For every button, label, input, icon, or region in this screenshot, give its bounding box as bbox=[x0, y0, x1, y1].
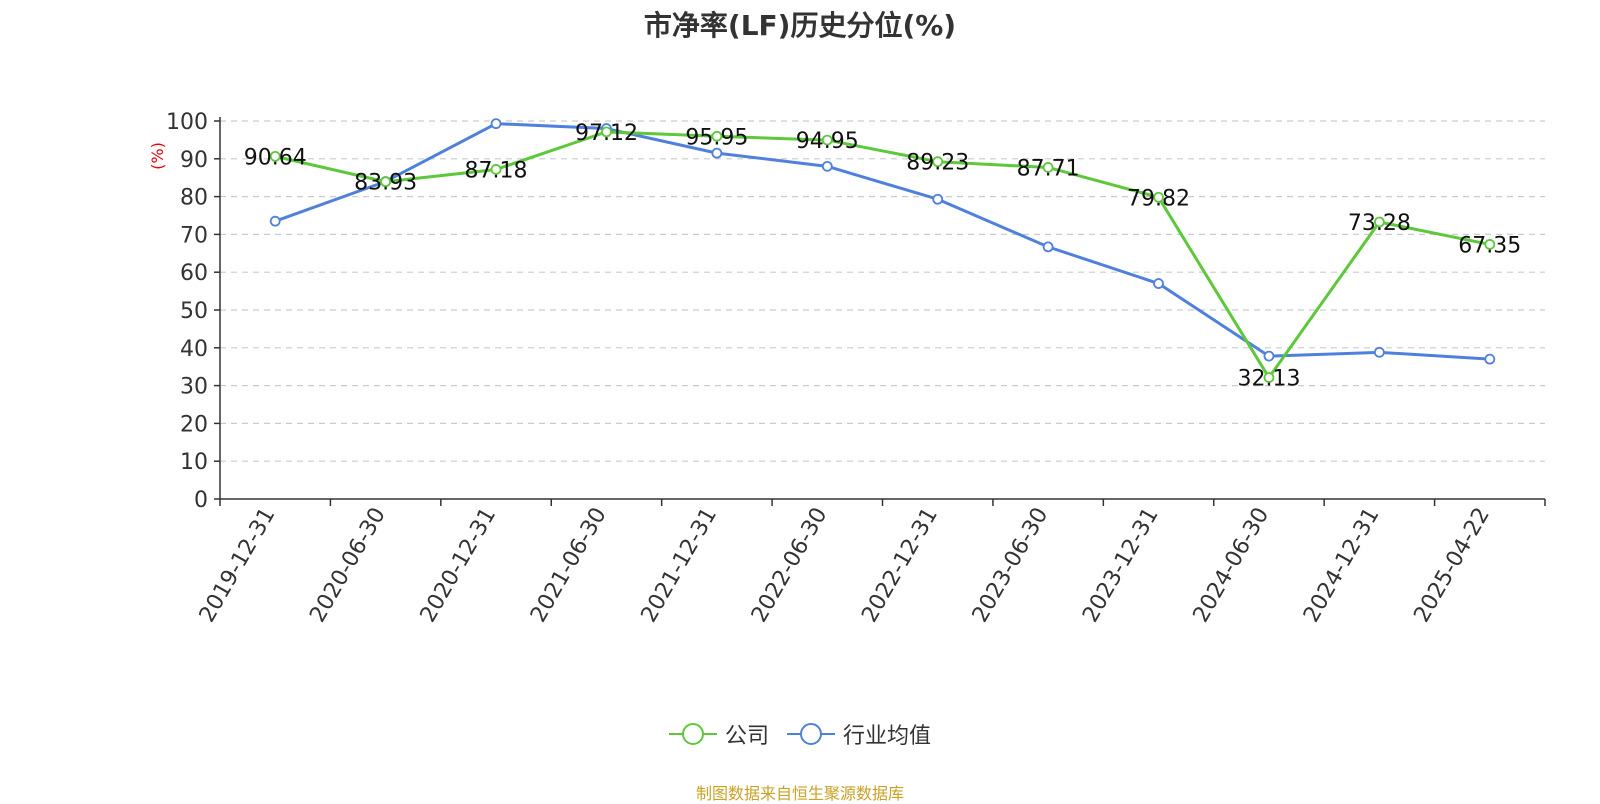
y-tick-label: 90 bbox=[180, 148, 208, 173]
x-tick-label: 2020-06-30 bbox=[305, 504, 391, 627]
x-tick-label: 2024-12-31 bbox=[1299, 504, 1385, 627]
x-tick-label: 2024-06-30 bbox=[1189, 504, 1275, 627]
legend-item-company[interactable]: 公司 bbox=[668, 718, 769, 750]
source-note: 制图数据来自恒生聚源数据库 bbox=[695, 784, 904, 803]
series-layer bbox=[269, 118, 1496, 383]
legend: 公司 行业均值 bbox=[0, 718, 1600, 750]
data-point-industry-average bbox=[711, 147, 723, 159]
data-point-company bbox=[1373, 216, 1385, 228]
legend-label-company: 公司 bbox=[724, 724, 769, 749]
data-label-company: 79.82 bbox=[1127, 186, 1190, 211]
data-label-company: 94.95 bbox=[796, 129, 859, 154]
data-point-company bbox=[1484, 239, 1496, 250]
data-point-industry-average bbox=[1484, 353, 1496, 365]
data-label-company: 87.18 bbox=[465, 158, 528, 183]
data-point-industry-average bbox=[1263, 350, 1275, 362]
data-label-company: 97.12 bbox=[575, 121, 638, 146]
x-tick-label: 2019-12-31 bbox=[195, 504, 281, 627]
x-tick-label: 2020-12-31 bbox=[416, 503, 502, 626]
series-line-industry-average bbox=[274, 122, 1490, 361]
grid-layer bbox=[220, 120, 1545, 462]
x-tick-label: 2023-06-30 bbox=[968, 504, 1054, 627]
x-tick-label: 2022-12-31 bbox=[857, 503, 943, 626]
data-point-company bbox=[269, 150, 281, 162]
data-point-company bbox=[821, 134, 833, 146]
data-label-company: 89.23 bbox=[906, 151, 969, 176]
data-point-company bbox=[932, 156, 944, 168]
y-tick-label: 20 bbox=[180, 412, 208, 437]
data-point-company bbox=[1263, 372, 1275, 383]
x-tick-label: 2021-06-30 bbox=[526, 504, 612, 627]
legend-label-industry-average: 行业均值 bbox=[843, 724, 932, 749]
x-tick-label: 2022-06-30 bbox=[747, 504, 833, 627]
data-point-company bbox=[490, 164, 502, 175]
y-tick-label: 40 bbox=[180, 337, 208, 362]
y-tick-label: 0 bbox=[194, 488, 208, 513]
y-tick-label: 50 bbox=[180, 299, 208, 324]
series-line-company bbox=[274, 130, 1491, 380]
data-point-industry-average bbox=[821, 160, 833, 172]
x-tick-label: 2023-12-31 bbox=[1078, 504, 1164, 627]
x-tick-label: 2021-12-31 bbox=[636, 504, 722, 627]
y-tick-label: 30 bbox=[180, 375, 208, 400]
data-label-layer: 90.64 83.93 87.18 97.12 95.95 94.95 89.23 87.71… bbox=[244, 121, 1522, 392]
data-label-company: 73.28 bbox=[1348, 211, 1411, 236]
y-tick-label: 10 bbox=[180, 450, 208, 475]
data-point-company bbox=[1153, 191, 1164, 203]
data-point-company bbox=[711, 130, 723, 142]
chart-title: 市净率(LF)历史分位(%) bbox=[643, 9, 957, 42]
data-point-industry-average bbox=[490, 118, 502, 130]
data-label-company: 95.95 bbox=[685, 125, 748, 150]
data-point-industry-average bbox=[1042, 241, 1054, 253]
data-point-industry-average bbox=[932, 193, 944, 205]
legend-item-industry-average[interactable]: 行业均值 bbox=[787, 718, 931, 750]
data-label-company: 32.13 bbox=[1237, 367, 1300, 392]
legend-marker-industry-average bbox=[787, 723, 835, 745]
data-point-industry-average bbox=[1153, 278, 1164, 289]
y-tick-label: 60 bbox=[180, 261, 208, 286]
x-tick-label: 2025-04-22 bbox=[1409, 504, 1495, 627]
data-point-company bbox=[1042, 162, 1054, 173]
data-label-company: 83.93 bbox=[354, 171, 417, 196]
data-point-company bbox=[601, 126, 612, 138]
data-label-company: 87.71 bbox=[1017, 156, 1080, 181]
legend-marker-company bbox=[668, 723, 717, 745]
y-tick-label: 70 bbox=[180, 223, 208, 248]
y-tick-label: 100 bbox=[166, 110, 208, 135]
data-point-industry-average bbox=[269, 215, 281, 227]
data-label-company: 67.35 bbox=[1458, 233, 1521, 258]
data-point-company bbox=[380, 176, 392, 188]
data-point-industry-average bbox=[1373, 346, 1385, 358]
data-label-company: 90.64 bbox=[244, 145, 307, 170]
y-axis-label: (%) bbox=[148, 142, 167, 170]
y-tick-label: 80 bbox=[180, 186, 208, 211]
